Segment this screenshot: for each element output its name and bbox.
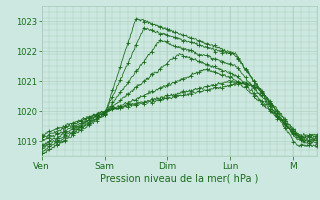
X-axis label: Pression niveau de la mer( hPa ): Pression niveau de la mer( hPa )	[100, 173, 258, 183]
